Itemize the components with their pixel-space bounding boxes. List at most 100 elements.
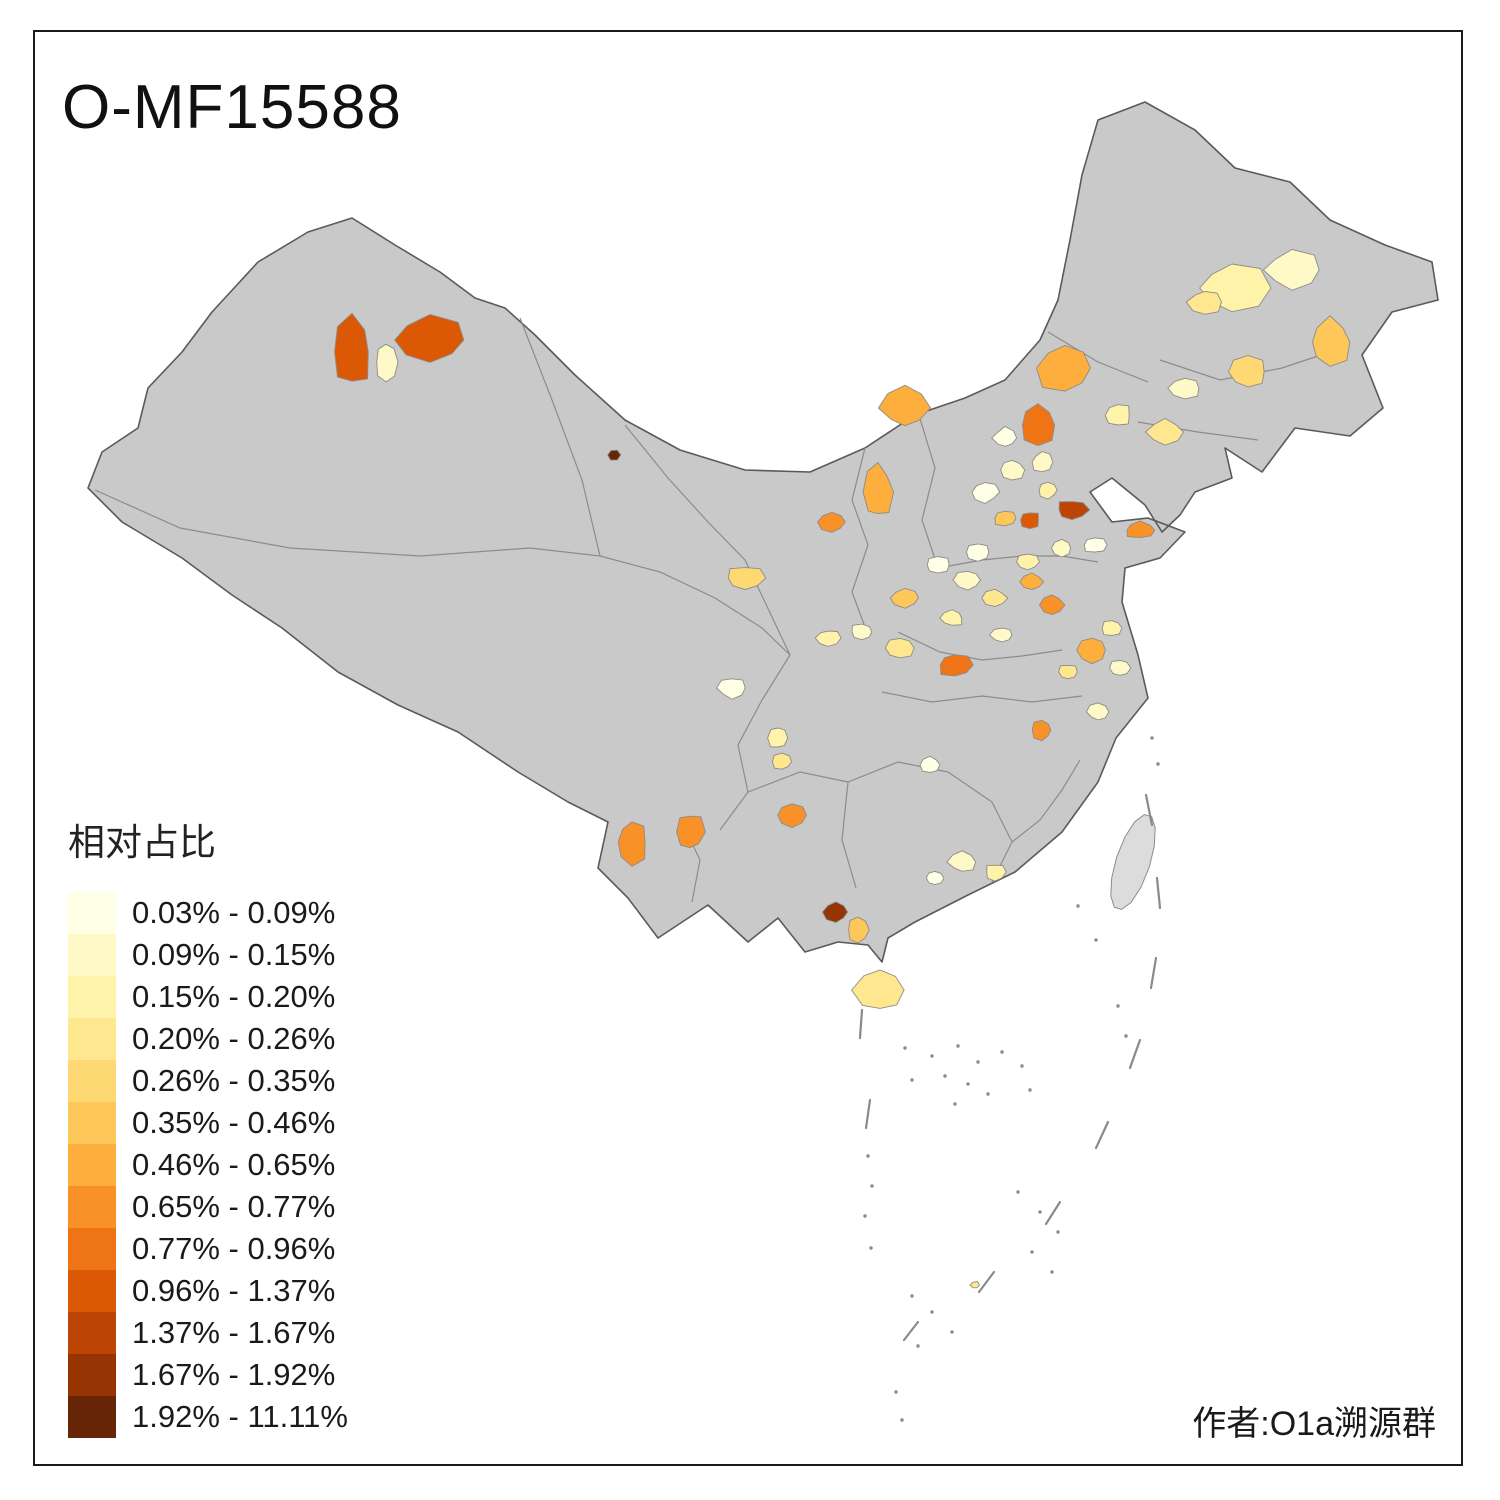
sea-islet-dot xyxy=(1028,1088,1032,1092)
province-border xyxy=(94,489,601,557)
map-region-bin-3 xyxy=(986,864,1007,882)
sea-islet-dot xyxy=(866,1154,870,1158)
legend-swatch xyxy=(68,892,116,934)
map-region-bin-3 xyxy=(767,727,789,748)
sea-islet-dot xyxy=(1038,1210,1042,1214)
sea-islet-dot xyxy=(956,1044,960,1048)
legend-range-label: 0.65% - 0.77% xyxy=(132,1189,336,1224)
map-region-bin-2 xyxy=(1050,538,1072,558)
map-region-bin-1 xyxy=(1083,537,1108,553)
legend-swatch xyxy=(68,934,116,976)
map-region-bin-6 xyxy=(994,510,1017,527)
legend-range-label: 1.37% - 1.67% xyxy=(132,1315,336,1350)
map-region-bin-9 xyxy=(939,654,974,677)
map-region-bin-1 xyxy=(919,755,941,773)
sea-islet-dot xyxy=(1030,1250,1034,1254)
legend-range-label: 0.09% - 0.15% xyxy=(132,937,336,972)
map-region-bin-3 xyxy=(939,609,963,626)
legend-title: 相对占比 xyxy=(68,822,216,863)
legend-range-label: 0.46% - 0.65% xyxy=(132,1147,336,1182)
map-region-bin-1 xyxy=(925,870,945,885)
map-region-bin-4 xyxy=(969,1281,981,1289)
map-region-bin-3 xyxy=(814,630,842,647)
sea-islet-dot xyxy=(863,1214,867,1218)
map-region-bin-8 xyxy=(1038,594,1066,615)
map-region-bin-1 xyxy=(715,678,746,700)
map-region-bin-7 xyxy=(877,384,932,427)
map-region-bin-11 xyxy=(1058,501,1091,521)
map-region-bin-6 xyxy=(1312,315,1351,367)
legend-range-label: 0.15% - 0.20% xyxy=(132,979,336,1014)
map-region-bin-12 xyxy=(821,901,849,923)
map-region-bin-10 xyxy=(334,312,369,382)
map-region-bin-1 xyxy=(926,556,950,574)
sea-islet-dot xyxy=(1016,1190,1020,1194)
map-region-bin-7 xyxy=(1019,572,1045,591)
map-region-bin-1 xyxy=(966,543,990,562)
map-region-bin-5 xyxy=(1227,355,1265,388)
legend-row: 0.96% - 1.37% xyxy=(68,1270,348,1312)
province-border xyxy=(851,447,869,636)
province-border xyxy=(1047,331,1149,383)
legend-swatch xyxy=(68,1102,116,1144)
map-region-bin-2 xyxy=(1000,459,1026,481)
sea-islet-dot xyxy=(1076,904,1080,908)
province-border xyxy=(947,771,1013,883)
legend-row: 0.35% - 0.46% xyxy=(68,1102,348,1144)
legend-row: 0.65% - 0.77% xyxy=(68,1186,348,1228)
nine-dash-segment xyxy=(902,1320,920,1342)
sea-islet-dot xyxy=(894,1390,898,1394)
sea-islet-dot xyxy=(930,1054,934,1058)
sea-islet-dot xyxy=(1050,1270,1054,1274)
sea-islet-dot xyxy=(986,1092,990,1096)
map-region-bin-3 xyxy=(1016,553,1040,571)
legend-range-label: 0.26% - 0.35% xyxy=(132,1063,336,1098)
map-region-bin-2 xyxy=(1085,702,1110,721)
legend-row: 0.26% - 0.35% xyxy=(68,1060,348,1102)
legend-swatch xyxy=(68,1312,116,1354)
map-region-bin-2 xyxy=(851,623,873,641)
map-region-bin-7 xyxy=(1035,344,1092,392)
sea-islet-dot xyxy=(910,1078,914,1082)
map-region-bin-4 xyxy=(772,752,793,770)
nine-dash-segment xyxy=(1144,793,1154,827)
legend-row: 1.92% - 11.11% xyxy=(68,1396,348,1438)
province-border xyxy=(519,317,601,557)
legend-swatch xyxy=(68,1354,116,1396)
legend-swatch xyxy=(68,1228,116,1270)
map-region-bin-3 xyxy=(1101,620,1123,636)
sea-islet-dot xyxy=(869,1246,873,1250)
sea-islet-dot xyxy=(953,1102,957,1106)
sea-islet-dot xyxy=(1020,1064,1024,1068)
legend-row: 0.46% - 0.65% xyxy=(68,1144,348,1186)
plot-frame xyxy=(33,30,1463,1466)
legend-swatch xyxy=(68,1396,116,1438)
map-region-bin-6 xyxy=(889,587,919,609)
map-region-bin-4 xyxy=(981,588,1009,607)
sea-islet-dot xyxy=(943,1074,947,1078)
sea-islet-dot xyxy=(1000,1050,1004,1054)
sea-islet-dot xyxy=(910,1294,914,1298)
sea-islet-dot xyxy=(976,1060,980,1064)
map-region-bin-4 xyxy=(1058,664,1078,680)
nine-dash-segment xyxy=(1149,956,1158,990)
nine-dash-segment xyxy=(1155,876,1162,910)
province-border xyxy=(897,631,1063,661)
sea-islet-dot xyxy=(1124,1034,1128,1038)
sea-islet-dot xyxy=(1056,1230,1060,1234)
map-region-bin-2 xyxy=(946,850,977,872)
map-region-bin-10 xyxy=(1020,512,1039,530)
legend-swatch xyxy=(68,1018,116,1060)
map-region-bin-4 xyxy=(1185,291,1222,315)
legend: 相对占比 0.03% - 0.09% 0.09% - 0.15% 0.15% - 0… xyxy=(68,812,348,1438)
legend-swatch xyxy=(68,1186,116,1228)
map-region-bin-5 xyxy=(727,567,767,591)
province-border xyxy=(624,424,791,656)
map-region-bin-3 xyxy=(1104,404,1130,426)
sea-islet-dot xyxy=(950,1330,954,1334)
legend-row: 0.20% - 0.26% xyxy=(68,1018,348,1060)
map-region-bin-6 xyxy=(848,916,870,944)
legend-range-label: 1.92% - 11.11% xyxy=(132,1399,348,1434)
province-border xyxy=(881,691,1083,703)
sea-islet-dot xyxy=(930,1310,934,1314)
